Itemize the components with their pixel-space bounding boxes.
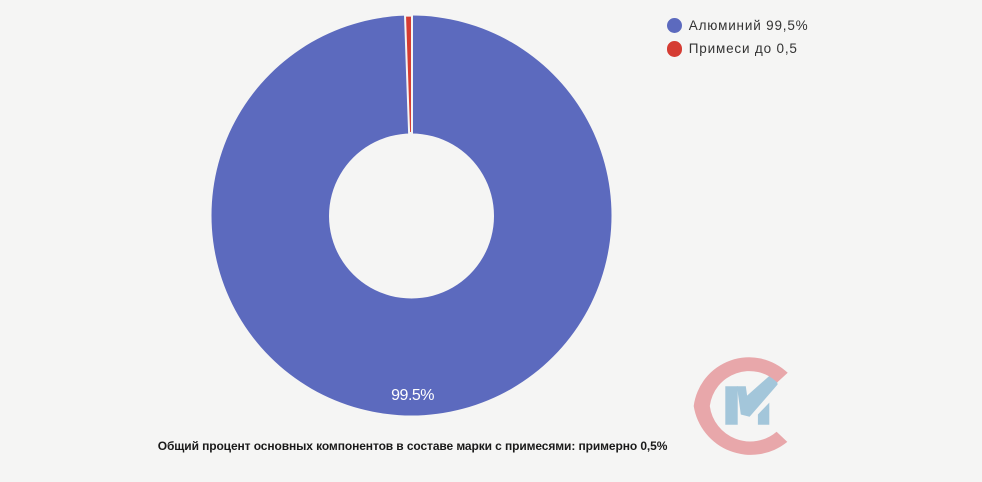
svg-text:99.5%: 99.5% — [391, 387, 434, 404]
